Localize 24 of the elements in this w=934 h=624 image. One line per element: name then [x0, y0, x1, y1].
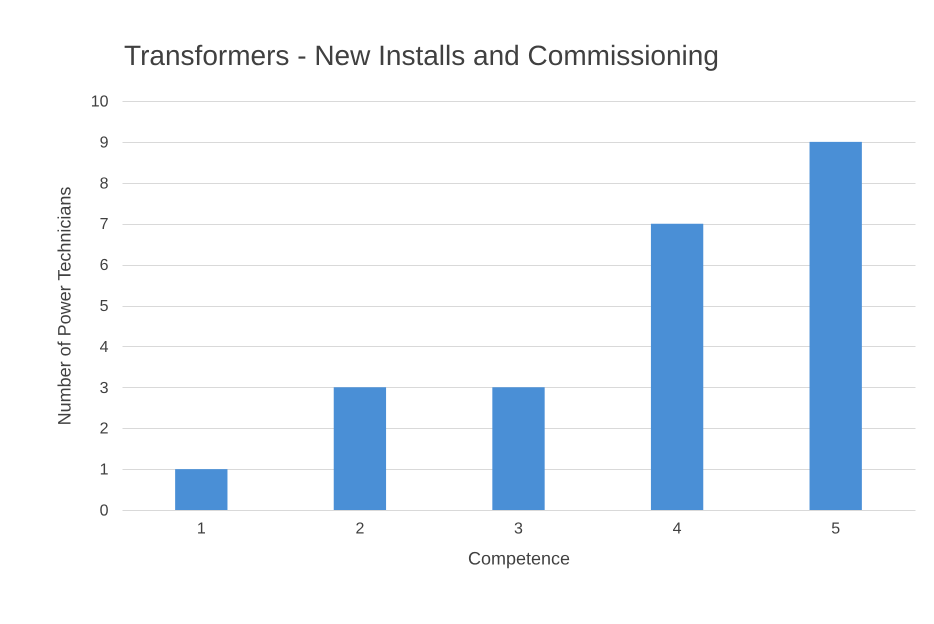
- y-tick-label: 6: [100, 257, 109, 274]
- x-axis-title: Competence: [468, 548, 570, 568]
- x-tick-label: 3: [514, 520, 524, 538]
- chart-title: Transformers - New Installs and Commissioning: [124, 40, 719, 71]
- bar: [334, 387, 386, 510]
- y-tick-label: 9: [100, 134, 109, 152]
- y-tick-label: 5: [100, 298, 109, 315]
- y-tick-label: 8: [100, 175, 109, 192]
- x-tick-label: 5: [831, 520, 840, 538]
- y-tick-label: 4: [100, 338, 109, 356]
- y-tick-label: 10: [90, 94, 109, 110]
- y-tick-label: 0: [100, 502, 109, 520]
- x-tick-label: 2: [355, 520, 364, 538]
- x-tick-label: 4: [672, 520, 682, 538]
- y-axis-title: Number of Power Technicians: [54, 186, 75, 426]
- bar: [650, 224, 704, 510]
- x-tick-label: 1: [196, 520, 206, 538]
- y-tick-label: 1: [100, 462, 109, 479]
- y-tick-label: 2: [100, 420, 109, 438]
- bar: [175, 469, 228, 510]
- bar: [492, 387, 545, 510]
- bar: [810, 142, 862, 510]
- y-tick-label: 3: [100, 380, 109, 397]
- y-tick-label: 7: [100, 216, 109, 234]
